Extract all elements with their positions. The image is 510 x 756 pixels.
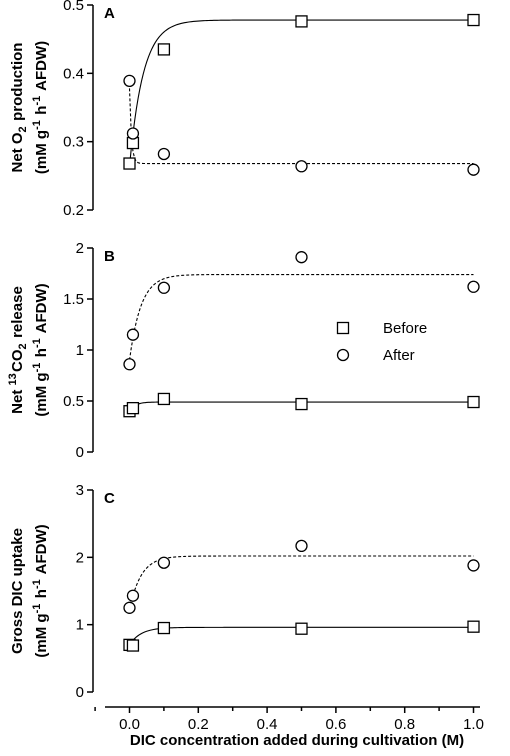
- panel-b: 0 0.5 1 1.5 2 B Net 13 CO2 release(mM g-1 h-1 …: [7, 240, 480, 461]
- y-tick-label: 2: [76, 549, 84, 566]
- data-point-before: [467, 395, 480, 409]
- y-axis-title: Net O2 production: [9, 43, 29, 173]
- data-point-after: [123, 358, 136, 371]
- data-point-before: [295, 397, 308, 411]
- y-tick-label: 2: [76, 240, 84, 257]
- data-point-after: [295, 160, 308, 173]
- x-tick-label: 0.2: [188, 716, 209, 733]
- data-point-after: [157, 281, 171, 294]
- y-axis-unit: (mM g-1 h-1 AFDW): [31, 41, 50, 174]
- x-tick-label: 0.6: [325, 716, 346, 733]
- data-point-before: [126, 401, 140, 415]
- y-axis-unit: (mM g-1 h-1 AFDW): [31, 283, 50, 416]
- fit-curve-after: [128, 273, 474, 361]
- data-point-after: [467, 559, 480, 572]
- panel-label: B: [104, 248, 115, 265]
- data-point-after: [157, 147, 171, 161]
- data-point-after: [295, 539, 308, 553]
- y-tick-label: 0: [76, 684, 84, 701]
- y-axis-title: Net 13 CO2 release: [7, 286, 29, 414]
- data-point-before: [126, 639, 140, 652]
- data-point-before: [157, 621, 171, 635]
- legend-label-before: Before: [383, 320, 427, 337]
- y-tick-label: 0.5: [63, 0, 84, 14]
- legend-marker-after: [336, 348, 350, 362]
- data-point-before: [123, 157, 136, 170]
- legend: Before After: [336, 320, 427, 364]
- y-tick-label: 3: [76, 482, 84, 499]
- data-point-after: [467, 163, 480, 176]
- panel-a: 0.2 0.3 0.4 0.5 A Net O2 production(mM g-1 h-…: [9, 0, 480, 219]
- data-point-before: [157, 392, 171, 406]
- data-point-after: [467, 280, 480, 293]
- legend-marker-before: [336, 321, 350, 335]
- panel-label: A: [104, 5, 115, 22]
- x-axis-title: DIC concentration added during cultivati…: [130, 732, 464, 749]
- panel-label: C: [104, 490, 115, 507]
- x-tick-label: 0.0: [119, 716, 140, 733]
- panel-c: 0 1 2 3 C Gross DIC uptake (mM g-1 h-1 AFDW): [9, 482, 480, 701]
- y-tick-label: 1: [76, 342, 84, 359]
- y-tick-label: 0.2: [63, 202, 84, 219]
- data-point-after: [157, 556, 171, 569]
- data-point-after: [295, 251, 308, 264]
- data-point-after: [123, 601, 136, 614]
- data-point-after: [126, 589, 140, 602]
- y-tick-label: 0.5: [63, 393, 84, 410]
- legend-label-after: After: [383, 347, 415, 364]
- x-tick-label: 0.4: [257, 716, 278, 733]
- y-axis-unit: (mM g-1 h-1 AFDW): [31, 524, 50, 657]
- y-tick-label: 0.4: [63, 65, 84, 82]
- data-point-before: [467, 13, 480, 27]
- data-point-before: [295, 622, 308, 635]
- fit-curve-after: [128, 88, 474, 165]
- y-tick-label: 1: [76, 617, 84, 634]
- y-tick-label: 0.3: [63, 134, 84, 151]
- data-point-after: [126, 127, 140, 140]
- data-point-before: [157, 43, 171, 56]
- y-axis-title: Gross DIC uptake: [9, 528, 26, 654]
- x-tick-label: 0.8: [394, 716, 415, 733]
- data-point-before: [467, 620, 480, 633]
- data-point-before: [295, 15, 308, 28]
- data-point-after: [126, 328, 140, 341]
- y-tick-label: 1.5: [63, 291, 84, 308]
- fit-curve-before: [128, 19, 474, 167]
- x-tick-label: 1.0: [463, 716, 484, 733]
- y-tick-label: 0: [76, 444, 84, 461]
- data-point-after: [123, 74, 136, 87]
- fit-curve-after: [128, 555, 474, 610]
